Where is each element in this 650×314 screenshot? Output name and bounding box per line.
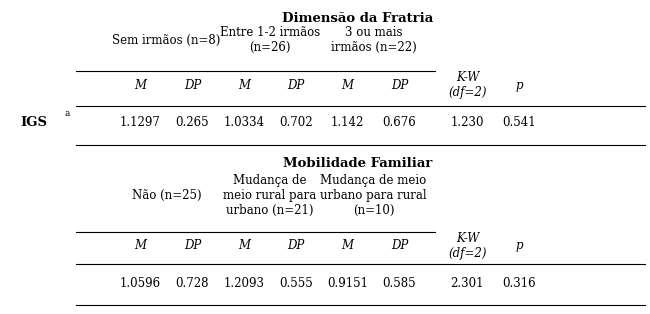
Text: Mudança de meio
urbano para rural
(n=10): Mudança de meio urbano para rural (n=10) <box>320 174 427 217</box>
Text: Entre 1-2 irmãos
(n=26): Entre 1-2 irmãos (n=26) <box>220 26 320 54</box>
Text: DP: DP <box>287 79 304 92</box>
Text: 1.0334: 1.0334 <box>224 116 265 129</box>
Text: Mobilidade Familiar: Mobilidade Familiar <box>283 157 432 170</box>
Text: Mudança de
meio rural para
urbano (n=21): Mudança de meio rural para urbano (n=21) <box>224 174 317 217</box>
Text: M: M <box>238 79 250 92</box>
Text: 1.1297: 1.1297 <box>120 116 161 129</box>
Text: M: M <box>342 79 354 92</box>
Text: 0.728: 0.728 <box>176 277 209 290</box>
Text: Não (n=25): Não (n=25) <box>131 189 202 203</box>
Text: M: M <box>135 239 146 252</box>
Text: 0.9151: 0.9151 <box>327 277 368 290</box>
Text: 0.316: 0.316 <box>502 277 536 290</box>
Text: 0.676: 0.676 <box>383 116 416 129</box>
Text: 0.585: 0.585 <box>383 277 416 290</box>
Text: 1.2093: 1.2093 <box>224 277 265 290</box>
Text: DP: DP <box>287 239 304 252</box>
Text: p: p <box>515 79 523 92</box>
Text: K-W
(df=2): K-W (df=2) <box>448 232 487 260</box>
Text: DP: DP <box>391 79 408 92</box>
Text: 1.0596: 1.0596 <box>120 277 161 290</box>
Text: M: M <box>238 239 250 252</box>
Text: 0.702: 0.702 <box>279 116 313 129</box>
Text: 1.142: 1.142 <box>331 116 365 129</box>
Text: DP: DP <box>184 79 201 92</box>
Text: DP: DP <box>391 239 408 252</box>
Text: IGS: IGS <box>21 116 48 129</box>
Text: 0.265: 0.265 <box>176 116 209 129</box>
Text: DP: DP <box>184 239 201 252</box>
Text: a: a <box>64 109 70 118</box>
Text: Dimensão da Fratria: Dimensão da Fratria <box>281 12 433 25</box>
Text: M: M <box>342 239 354 252</box>
Text: 3 ou mais
irmãos (n=22): 3 ou mais irmãos (n=22) <box>331 26 417 54</box>
Text: 2.301: 2.301 <box>450 277 484 290</box>
Text: K-W
(df=2): K-W (df=2) <box>448 71 487 100</box>
Text: M: M <box>135 79 146 92</box>
Text: p: p <box>515 239 523 252</box>
Text: 0.555: 0.555 <box>279 277 313 290</box>
Text: 0.541: 0.541 <box>502 116 536 129</box>
Text: 1.230: 1.230 <box>450 116 484 129</box>
Text: Sem irmãos (n=8): Sem irmãos (n=8) <box>112 34 220 47</box>
